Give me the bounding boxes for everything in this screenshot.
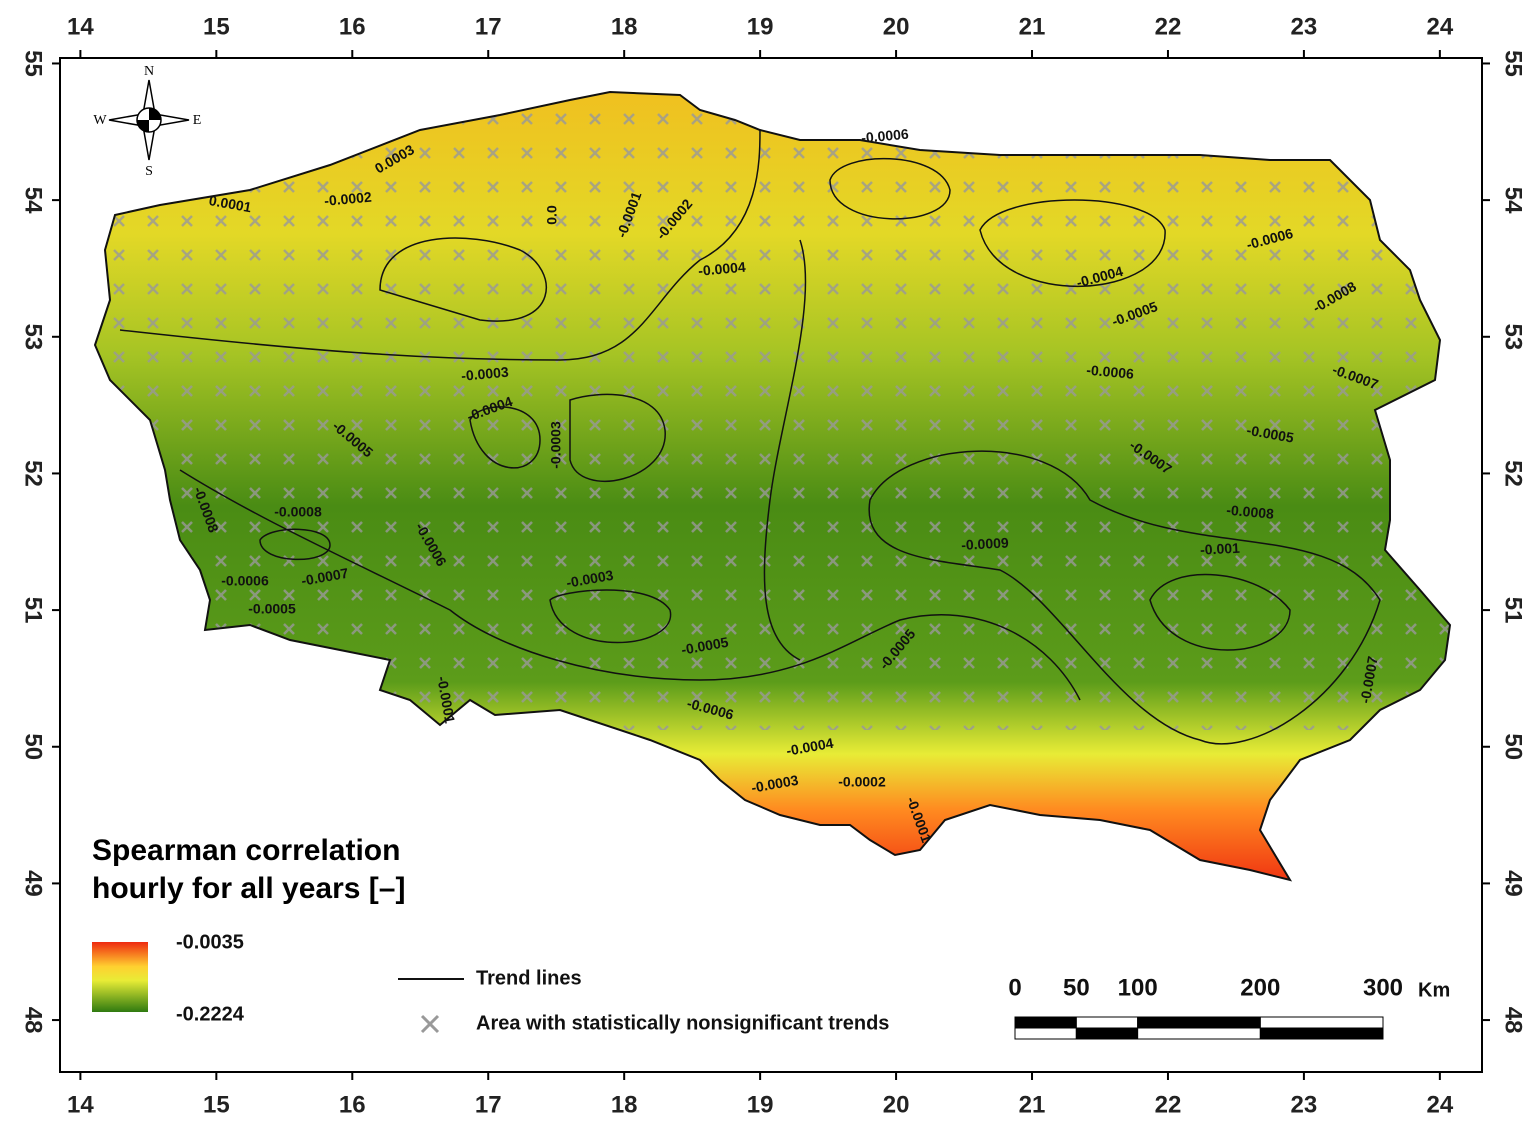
y-tick-label: 51 bbox=[20, 597, 47, 624]
legend-colorbar bbox=[92, 942, 148, 1012]
legend-cross bbox=[420, 1014, 440, 1034]
x-tick-label: 20 bbox=[883, 13, 910, 40]
y-tick-label: 52 bbox=[1500, 460, 1527, 487]
x-tick-label: 23 bbox=[1291, 1091, 1318, 1118]
legend-label: Area with statistically nonsignificant t… bbox=[476, 1012, 889, 1034]
x-tick-label: 20 bbox=[883, 1091, 910, 1118]
contour-label: -0.0002 bbox=[324, 189, 373, 209]
contour-label: -0.0009 bbox=[961, 534, 1009, 552]
contour-label: -0.0008 bbox=[1226, 502, 1275, 522]
x-tick-label: 17 bbox=[475, 13, 502, 40]
scale-segment bbox=[1075, 1016, 1139, 1029]
compass-label: N bbox=[144, 64, 154, 79]
legend-min: -0.2224 bbox=[176, 1003, 245, 1025]
x-tick-label: 16 bbox=[339, 13, 366, 40]
x-tick-label: 23 bbox=[1291, 13, 1318, 40]
y-tick-label: 49 bbox=[20, 870, 47, 897]
contour-label: -0.0006 bbox=[221, 573, 269, 589]
scale-unit: Km bbox=[1418, 979, 1450, 1001]
contour-label: -0.0002 bbox=[838, 774, 886, 790]
trend-lines bbox=[119, 129, 1381, 745]
x-tick-label: 19 bbox=[747, 1091, 774, 1118]
x-tick-label: 19 bbox=[747, 13, 774, 40]
contour-label: -0.0004 bbox=[698, 259, 747, 279]
y-tick-label: 53 bbox=[20, 323, 47, 350]
scale-label: 100 bbox=[1118, 974, 1158, 1001]
x-tick-label: 22 bbox=[1155, 13, 1182, 40]
poland bbox=[95, 92, 1450, 880]
scale-segment bbox=[1137, 1027, 1261, 1040]
scale-label: 300 bbox=[1363, 974, 1403, 1001]
contour-label: -0.0006 bbox=[1086, 362, 1135, 382]
x-tick-label: 16 bbox=[339, 1091, 366, 1118]
y-tick-label: 48 bbox=[20, 1007, 47, 1034]
scale-label: 200 bbox=[1240, 974, 1280, 1001]
x-tick-label: 24 bbox=[1427, 1091, 1454, 1118]
contour-label: -0.0003 bbox=[548, 421, 564, 469]
x-tick-label: 21 bbox=[1019, 1091, 1046, 1118]
y-tick-label: 51 bbox=[1500, 597, 1527, 624]
x-tick-label: 22 bbox=[1155, 1091, 1182, 1118]
scale-segment bbox=[1075, 1027, 1139, 1040]
legend-title: hourly for all years [–] bbox=[92, 872, 405, 905]
x-tick-label: 21 bbox=[1019, 13, 1046, 40]
x-tick-label: 18 bbox=[611, 13, 638, 40]
contour-label: -0.0006 bbox=[861, 126, 910, 146]
legend-title: Spearman correlation bbox=[92, 834, 400, 867]
contour-label: 0.0001 bbox=[208, 192, 253, 215]
y-tick-label: 53 bbox=[1500, 323, 1527, 350]
x-tick-label: 18 bbox=[611, 1091, 638, 1118]
y-tick-label: 48 bbox=[1500, 1007, 1527, 1034]
legend-label: Trend lines bbox=[476, 967, 582, 989]
compass-rose: N S W E bbox=[93, 64, 201, 179]
y-tick-label: 54 bbox=[20, 187, 47, 214]
scale-segment bbox=[1014, 1027, 1077, 1040]
y-tick-label: 50 bbox=[20, 733, 47, 760]
contour-label: 0.0 bbox=[544, 205, 560, 225]
contour-label: -0.0008 bbox=[274, 504, 322, 520]
contour-label: -0.0003 bbox=[461, 364, 510, 384]
x-tick-label: 17 bbox=[475, 1091, 502, 1118]
y-tick-label: 49 bbox=[1500, 870, 1527, 897]
contour-label: -0.0005 bbox=[248, 601, 296, 617]
y-tick-label: 50 bbox=[1500, 733, 1527, 760]
scale-segment bbox=[1259, 1027, 1384, 1040]
scale-segment bbox=[1259, 1016, 1384, 1029]
x-tick-label: 14 bbox=[67, 1091, 94, 1118]
scale-label: 50 bbox=[1063, 974, 1090, 1001]
contour-label: -0.001 bbox=[1200, 540, 1241, 558]
y-tick-label: 55 bbox=[20, 50, 47, 77]
compass-label: S bbox=[145, 164, 153, 179]
map-frame bbox=[59, 57, 1483, 1073]
legend-max: -0.0035 bbox=[176, 931, 244, 953]
y-tick-label: 52 bbox=[20, 460, 47, 487]
x-tick-label: 24 bbox=[1427, 13, 1454, 40]
scale-label: 0 bbox=[1008, 974, 1021, 1001]
y-tick-label: 54 bbox=[1500, 187, 1527, 214]
x-tick-label: 14 bbox=[67, 13, 94, 40]
compass-label: E bbox=[193, 113, 202, 128]
x-tick-label: 15 bbox=[203, 13, 230, 40]
scale-segment bbox=[1137, 1016, 1261, 1029]
x-tick-label: 15 bbox=[203, 1091, 230, 1118]
scale-segment bbox=[1014, 1016, 1077, 1029]
nonsignificant-area bbox=[95, 92, 1450, 730]
compass-label: W bbox=[93, 113, 107, 128]
y-tick-label: 55 bbox=[1500, 50, 1527, 77]
